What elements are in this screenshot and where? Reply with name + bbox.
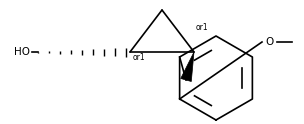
Text: or1: or1 (133, 53, 146, 62)
Text: or1: or1 (196, 24, 209, 32)
Polygon shape (181, 52, 194, 81)
Text: O: O (266, 37, 274, 47)
Text: HO: HO (14, 47, 30, 57)
